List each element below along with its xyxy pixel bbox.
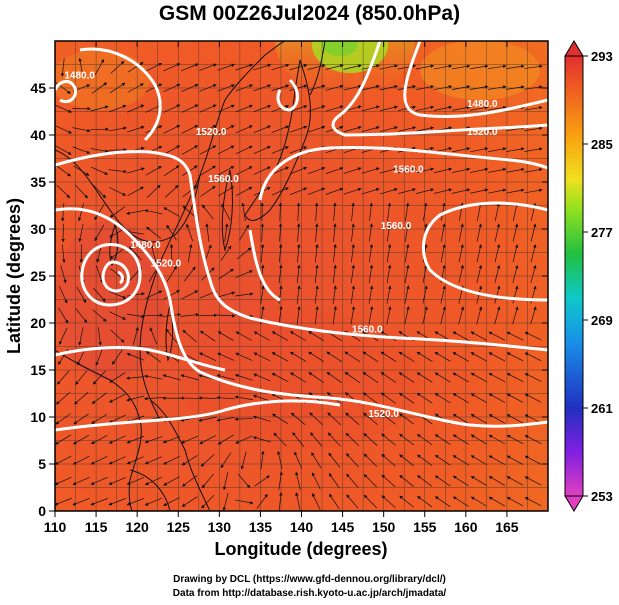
y-tick-label: 30 [30, 221, 46, 237]
x-tick-label: 135 [249, 519, 273, 535]
y-tick-label: 10 [30, 409, 46, 425]
colorbar-tick-label: 277 [591, 225, 613, 240]
contour-label: 1480.0 [130, 240, 161, 251]
y-tick-label: 35 [30, 174, 46, 190]
contour-label: 1520.0 [196, 127, 227, 138]
credit-data: Data from http://database.rish.kyoto-u.a… [172, 588, 447, 599]
height-contours [55, 41, 548, 432]
x-tick-label: 140 [290, 519, 314, 535]
y-tick-label: 45 [30, 80, 46, 96]
colorbar-tick-label: 261 [591, 401, 613, 416]
x-tick-label: 145 [331, 519, 355, 535]
colorbar: 253 261 269 277 285 293 [564, 40, 613, 512]
credit-drawing: Drawing by DCL (https://www.gfd-dennou.o… [173, 574, 446, 585]
contour-label: 1480.0 [467, 99, 498, 110]
contour-labels: 1480.0 1480.0 1520.0 1560.0 1520.0 1480.0 1520… [64, 71, 498, 420]
y-axis-label: Latitude (degrees) [4, 198, 24, 354]
y-tick-label: 15 [30, 362, 46, 378]
contour-label: 1560.0 [393, 165, 424, 176]
colorbar-tick-label: 253 [591, 489, 613, 504]
x-tick-label: 165 [495, 519, 519, 535]
y-tick-label: 20 [30, 315, 46, 331]
temperature-field: 1480.0 1480.0 1520.0 1560.0 1520.0 1480.0 1520… [55, 41, 548, 511]
x-tick-label: 120 [125, 519, 149, 535]
chart-title: GSM 00Z26Jul2024 (850.0hPa) [158, 2, 461, 25]
contour-label: 1560.0 [208, 174, 239, 185]
y-tick-label: 0 [38, 503, 46, 519]
y-tick-label: 25 [30, 268, 46, 284]
colorbar-tick-label: 293 [591, 49, 613, 64]
x-tick-label: 125 [167, 519, 191, 535]
x-tick-label: 110 [44, 519, 67, 535]
colorbar-bottom-arrow [564, 495, 584, 512]
y-tick-label: 40 [30, 127, 46, 143]
contour-label: 1560.0 [381, 221, 412, 232]
contour-label: 1520.0 [368, 409, 399, 420]
colorbar-tick-label: 269 [591, 313, 613, 328]
x-tick-label: 130 [208, 519, 232, 535]
contour-label: 1560.0 [352, 324, 383, 335]
y-tick-label: 5 [38, 456, 46, 472]
x-axis-label: Longitude (degrees) [214, 539, 387, 559]
y-axis: 0 5 10 15 20 25 30 35 40 45 [30, 80, 548, 519]
x-tick-label: 155 [413, 519, 437, 535]
x-tick-label: 115 [85, 519, 108, 535]
x-tick-label: 150 [372, 519, 396, 535]
colorbar-top-arrow [564, 40, 584, 57]
x-axis: 110 115 120 125 130 135 140 145 150 155 160 165 [44, 41, 519, 535]
contour-label: 1520.0 [151, 259, 182, 270]
x-tick-label: 160 [454, 519, 478, 535]
contour-label: 1520.0 [467, 127, 498, 138]
colorbar-tick-label: 285 [591, 137, 613, 152]
contour-label: 1480.0 [64, 71, 95, 82]
